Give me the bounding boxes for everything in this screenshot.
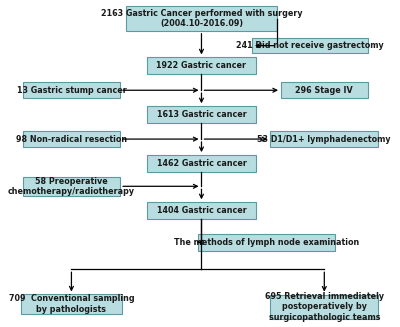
Text: 1922 Gastric cancer: 1922 Gastric cancer	[156, 61, 246, 70]
Text: 709  Conventional sampling
by pathologists: 709 Conventional sampling by pathologist…	[9, 295, 134, 314]
Text: 2163 Gastric Cancer performed with surgery
(2004.10-2016.09): 2163 Gastric Cancer performed with surge…	[101, 9, 302, 28]
Text: 1404 Gastric cancer: 1404 Gastric cancer	[157, 206, 246, 215]
FancyBboxPatch shape	[147, 57, 256, 74]
FancyBboxPatch shape	[23, 177, 120, 196]
Text: The methods of lymph node examination: The methods of lymph node examination	[174, 238, 359, 247]
FancyBboxPatch shape	[147, 155, 256, 172]
Text: 53 D1/D1+ lymphadenectomy: 53 D1/D1+ lymphadenectomy	[258, 135, 391, 144]
FancyBboxPatch shape	[252, 38, 368, 53]
FancyBboxPatch shape	[21, 294, 122, 314]
Text: 695 Retrieval immediately
postoperatively by
surgicopathologic teams: 695 Retrieval immediately postoperativel…	[265, 292, 384, 322]
FancyBboxPatch shape	[281, 82, 368, 98]
FancyBboxPatch shape	[126, 7, 277, 31]
FancyBboxPatch shape	[23, 82, 120, 98]
Text: 296 Stage IV: 296 Stage IV	[296, 86, 353, 95]
Text: 1613 Gastric cancer: 1613 Gastric cancer	[157, 110, 246, 119]
Text: 241 Did not receive gastrectomy: 241 Did not receive gastrectomy	[236, 41, 384, 50]
Text: 13 Gastric stump cancer: 13 Gastric stump cancer	[16, 86, 126, 95]
FancyBboxPatch shape	[147, 106, 256, 123]
Text: 98 Non-radical resection: 98 Non-radical resection	[16, 135, 127, 144]
FancyBboxPatch shape	[147, 202, 256, 219]
FancyBboxPatch shape	[270, 131, 378, 147]
Text: 58 Preoperative
chemotherapy/radiotherapy: 58 Preoperative chemotherapy/radiotherap…	[8, 177, 135, 196]
FancyBboxPatch shape	[270, 295, 378, 319]
Text: 1462 Gastric cancer: 1462 Gastric cancer	[156, 159, 246, 168]
FancyBboxPatch shape	[198, 234, 335, 251]
FancyBboxPatch shape	[23, 131, 120, 147]
